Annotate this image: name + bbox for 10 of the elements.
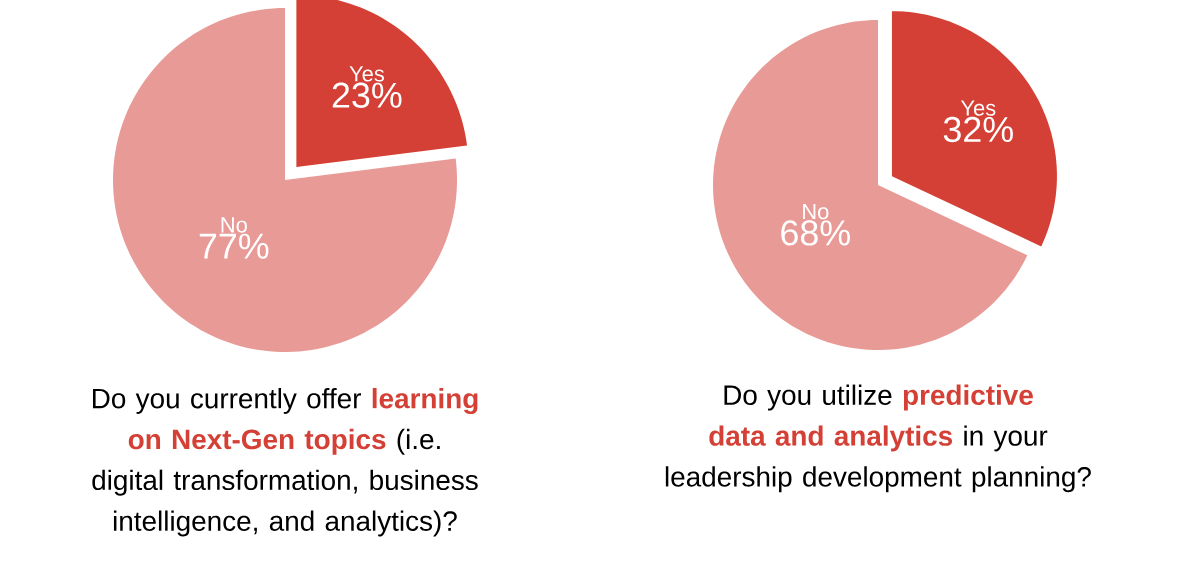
data-label: 23% bbox=[332, 82, 402, 108]
data-label: 68% bbox=[781, 220, 850, 246]
slice-label: Yes bbox=[349, 66, 384, 82]
data-label: 32% bbox=[943, 116, 1013, 143]
text: Do you currently offer learning on Next-Gen topics (i.e. digital transformation, business intelligence, and analytics)? bbox=[92, 387, 478, 537]
text: Do you utilize predictive data and analytics in your leadership development planning? bbox=[665, 384, 1091, 493]
slice-label: Yes bbox=[960, 100, 996, 116]
slice-label: No bbox=[803, 203, 829, 220]
slice-label: No bbox=[221, 217, 247, 233]
data-label: 77% bbox=[199, 233, 269, 259]
